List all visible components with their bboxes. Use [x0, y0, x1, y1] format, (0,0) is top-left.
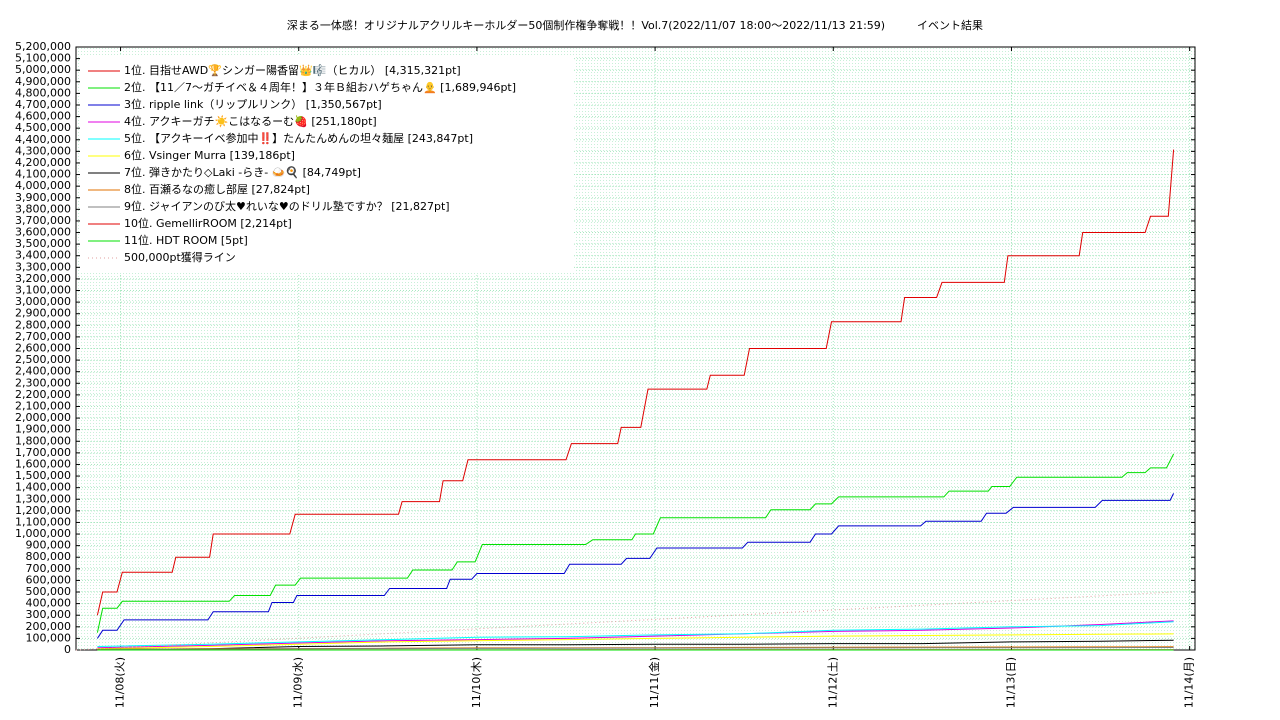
y-tick-label: 800,000: [26, 550, 72, 563]
y-tick-label: 300,000: [26, 608, 72, 621]
y-tick-label: 2,400,000: [15, 365, 71, 378]
legend-label: 2位. 【11／7〜ガチイベ＆４周年！】３年Ｂ組おハゲちゃん🧑‍🦲 [1,689…: [124, 80, 516, 94]
legend-label: 9位. ジャイアンのび太♥れいな♥のドリル塾ですか？ [21,827pt]: [124, 199, 450, 213]
y-tick-label: 1,100,000: [15, 515, 71, 528]
y-tick-label: 3,300,000: [15, 260, 71, 273]
legend-label: 8位. 百瀬るなの癒し部屋 [27,824pt]: [124, 182, 310, 196]
y-tick-label: 1,200,000: [15, 504, 71, 517]
y-tick-label: 5,000,000: [15, 63, 71, 76]
y-tick-label: 400,000: [26, 597, 72, 610]
y-tick-label: 2,500,000: [15, 353, 71, 366]
legend-label: 3位. ripple link（リップルリンク） [1,350,567pt]: [124, 97, 382, 111]
y-tick-label: 4,900,000: [15, 75, 71, 88]
legend-label: 4位. アクキーガチ☀️こはなるーむ🍓 [251,180pt]: [124, 114, 377, 128]
y-tick-label: 3,000,000: [15, 295, 71, 308]
y-tick-label: 100,000: [26, 631, 72, 644]
y-tick-label: 2,800,000: [15, 318, 71, 331]
x-tick-label: 11/12(土): [826, 657, 839, 708]
legend-label: 10位. GemellirROOM [2,214pt]: [124, 216, 292, 230]
legend-label: 7位. 弾きかたり◇Laki -らき- 🍛🍳 [84,749pt]: [124, 165, 361, 179]
y-tick-label: 5,100,000: [15, 52, 71, 65]
series-line: [97, 647, 1174, 651]
y-tick-label: 4,500,000: [15, 121, 71, 134]
y-tick-label: 500,000: [26, 585, 72, 598]
y-tick-label: 5,200,000: [15, 40, 71, 53]
series-line: [96, 453, 1175, 633]
series-line: [97, 633, 1174, 650]
y-tick-label: 4,100,000: [15, 168, 71, 181]
x-tick-label: 11/09(水): [292, 657, 305, 708]
legend-label: 1位. 目指せAWD🏆シンガー陽香留👑🎼（ヒカル） [4,315,321pt]: [124, 63, 461, 77]
y-tick-label: 1,500,000: [15, 469, 71, 482]
y-tick-label: 4,400,000: [15, 133, 71, 146]
y-tick-label: 2,000,000: [15, 411, 71, 424]
y-tick-label: 4,600,000: [15, 110, 71, 123]
y-tick-label: 2,300,000: [15, 376, 71, 389]
series-line: [97, 621, 1174, 647]
x-tick-label: 11/14(月): [1183, 657, 1196, 708]
y-tick-label: 1,600,000: [15, 457, 71, 470]
y-tick-label: 1,700,000: [15, 446, 71, 459]
y-tick-label: 4,700,000: [15, 98, 71, 111]
y-tick-label: 4,200,000: [15, 156, 71, 169]
y-tick-label: 3,900,000: [15, 191, 71, 204]
y-tick-label: 4,800,000: [15, 86, 71, 99]
y-tick-label: 4,300,000: [15, 144, 71, 157]
y-tick-label: 3,500,000: [15, 237, 71, 250]
y-tick-label: 3,200,000: [15, 272, 71, 285]
legend-label: 5位. 【アクキーイベ参加中‼️】たんたんめんの坦々麺屋 [243,847pt]: [124, 131, 473, 145]
y-tick-label: 1,800,000: [15, 434, 71, 447]
series-line: [97, 620, 1174, 649]
legend-label: 6位. Vsinger Murra [139,186pt]: [124, 148, 295, 162]
x-tick-label: 11/08(火): [114, 657, 127, 708]
y-tick-label: 1,000,000: [15, 527, 71, 540]
y-tick-label: 1,300,000: [15, 492, 71, 505]
chart-subtitle: イベント結果: [917, 18, 983, 32]
y-tick-label: 2,700,000: [15, 330, 71, 343]
x-tick-label: 11/11(金): [647, 657, 661, 708]
legend-label: 11位. HDT ROOM [5pt]: [124, 233, 248, 247]
legend-label: 500,000pt獲得ライン: [124, 251, 236, 264]
y-tick-label: 4,000,000: [15, 179, 71, 192]
y-tick-label: 1,900,000: [15, 423, 71, 436]
series-line: [96, 493, 1175, 639]
x-tick-label: 11/10(木): [470, 657, 483, 708]
y-tick-label: 0: [64, 643, 71, 656]
legend-box: [80, 56, 574, 273]
x-tick-label: 11/13(日): [1004, 657, 1017, 708]
series-line: [97, 639, 1174, 650]
y-tick-label: 600,000: [26, 573, 72, 586]
series-line: [96, 149, 1175, 616]
y-tick-label: 3,600,000: [15, 226, 71, 239]
y-tick-label: 2,900,000: [15, 307, 71, 320]
y-tick-label: 3,400,000: [15, 249, 71, 262]
y-tick-label: 3,100,000: [15, 284, 71, 297]
y-tick-label: 2,200,000: [15, 388, 71, 401]
y-tick-label: 3,700,000: [15, 214, 71, 227]
y-tick-label: 900,000: [26, 539, 72, 552]
y-tick-label: 700,000: [26, 562, 72, 575]
y-tick-label: 2,600,000: [15, 342, 71, 355]
y-tick-label: 3,800,000: [15, 202, 71, 215]
y-tick-label: 200,000: [26, 620, 72, 633]
chart-title: 深まる一体感！オリジナルアクリルキーホルダー50個制作権争奪戦！！Vol.7(2…: [287, 18, 885, 32]
y-tick-label: 2,100,000: [15, 399, 71, 412]
y-tick-label: 1,400,000: [15, 481, 71, 494]
